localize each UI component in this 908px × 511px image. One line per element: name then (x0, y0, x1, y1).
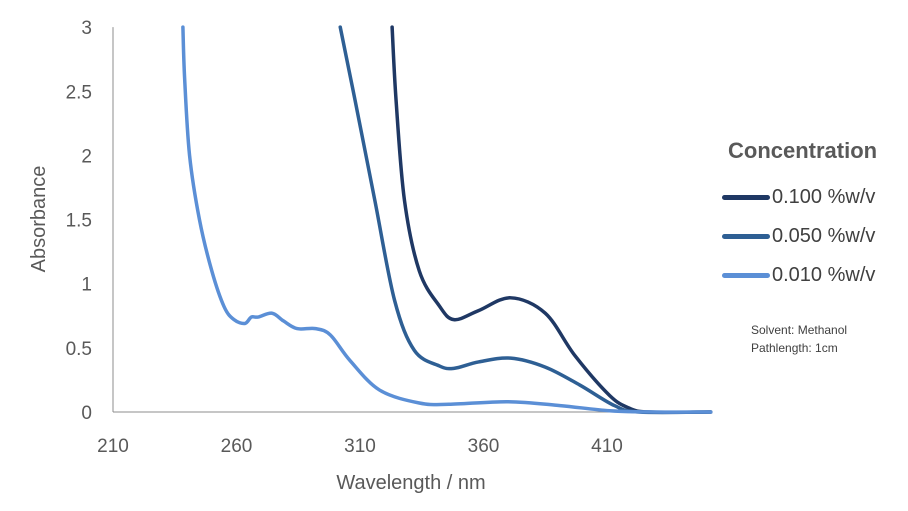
series-line-0 (390, 25, 713, 415)
legend-item-0100: 0.100 %w/v (722, 178, 877, 217)
pathlength-note: Pathlength: 1cm (751, 341, 838, 355)
legend-label: 0.100 %w/v (772, 186, 876, 208)
y-tick-label: 0 (81, 403, 92, 424)
legend-item-0050: 0.050 %w/v (722, 217, 877, 256)
series-line-2 (181, 25, 713, 414)
y-tick-label: 2 (81, 146, 92, 167)
annotation: Solvent: Methanol Pathlength: 1cm (751, 321, 847, 357)
series-line-1 (338, 25, 713, 415)
x-tick-label: 310 (344, 436, 376, 457)
x-axis-label: Wavelength / nm (336, 472, 485, 494)
y-axis-label: Absorbance (28, 166, 50, 273)
y-tick-label: 1 (81, 275, 92, 296)
legend-swatch (722, 273, 770, 278)
legend: Concentration 0.100 %w/v 0.050 %w/v 0.01… (722, 138, 877, 295)
x-tick-label: 210 (97, 436, 129, 457)
y-tick-label: 3 (81, 18, 92, 39)
x-tick-label: 360 (468, 436, 500, 457)
legend-swatch (722, 234, 770, 239)
y-tick-label: 0.5 (66, 339, 92, 360)
legend-title: Concentration (728, 138, 878, 163)
legend-item-0010: 0.010 %w/v (722, 256, 877, 295)
legend-swatch (722, 195, 770, 200)
legend-label: 0.050 %w/v (772, 225, 876, 247)
y-tick-label: 1.5 (66, 211, 92, 232)
legend-label: 0.010 %w/v (772, 264, 876, 286)
y-tick-label: 2.5 (66, 82, 92, 103)
x-tick-label: 260 (221, 436, 253, 457)
x-tick-label: 410 (591, 436, 623, 457)
solvent-note: Solvent: Methanol (751, 323, 848, 337)
